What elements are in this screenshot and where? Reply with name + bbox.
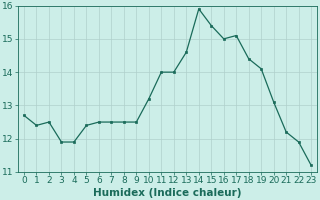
X-axis label: Humidex (Indice chaleur): Humidex (Indice chaleur) [93,188,242,198]
